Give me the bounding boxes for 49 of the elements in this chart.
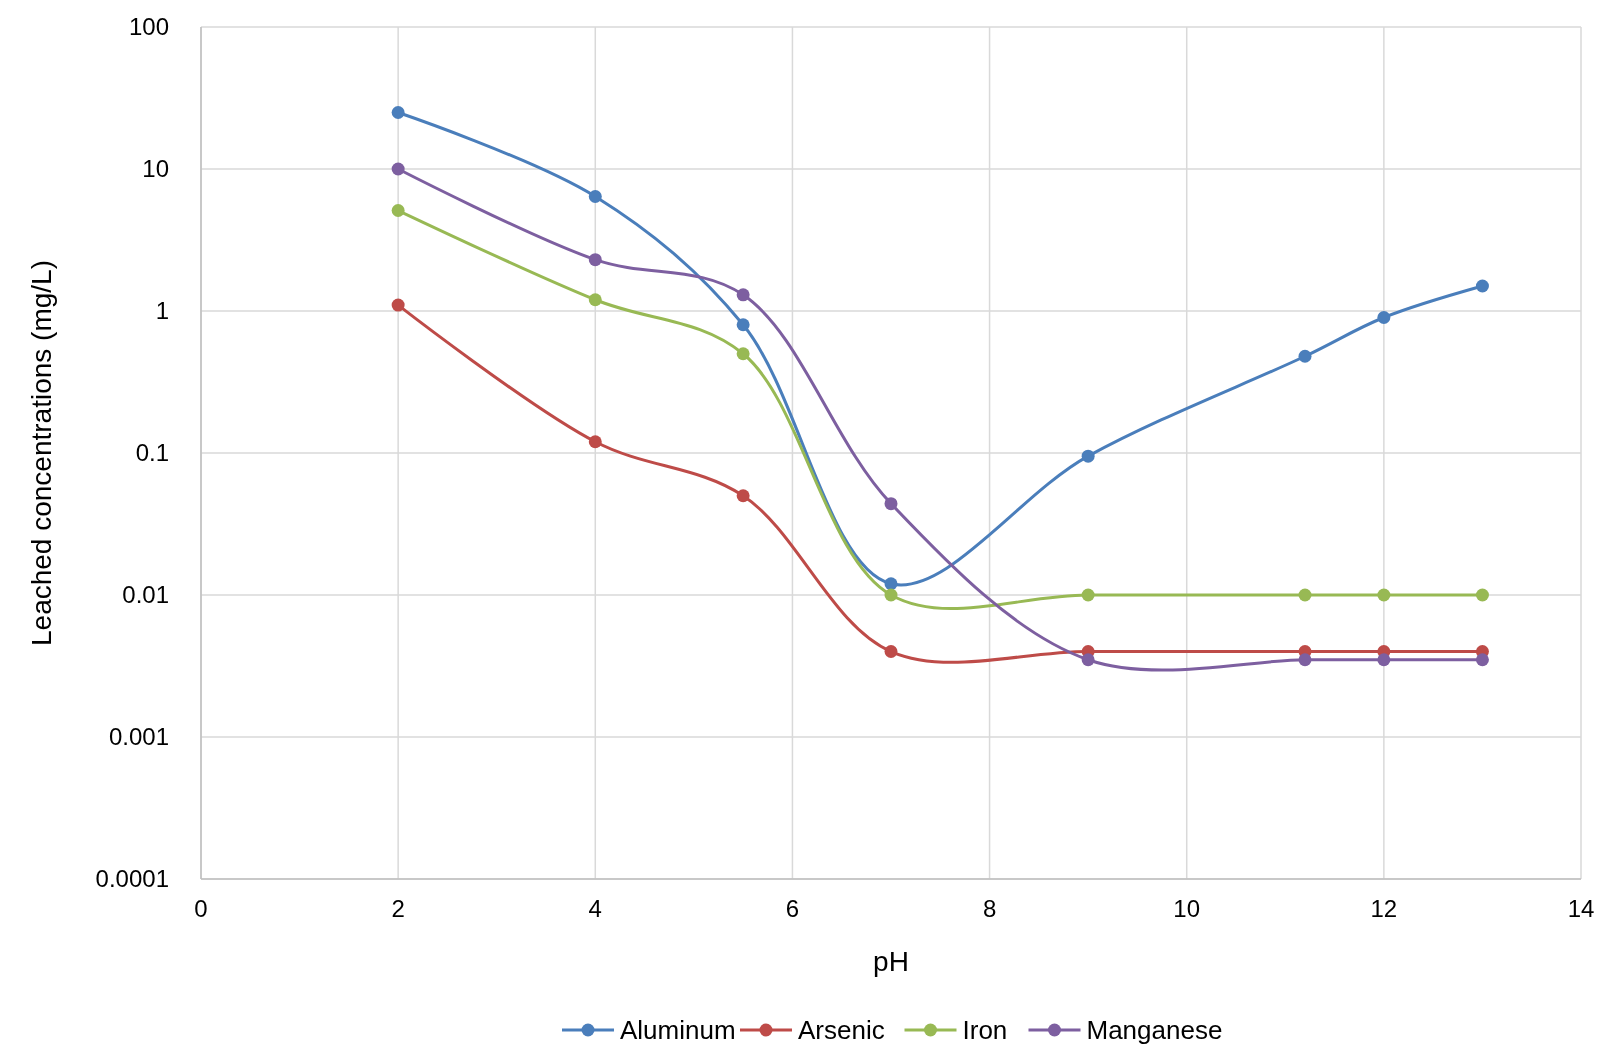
point bbox=[391, 298, 405, 312]
point bbox=[884, 497, 898, 511]
x-tick-label: 10 bbox=[1173, 895, 1201, 922]
point bbox=[736, 347, 750, 361]
x-tick-label: 4 bbox=[588, 895, 602, 922]
x-tick-label: 0 bbox=[194, 895, 208, 922]
x-tick-label: 6 bbox=[785, 895, 800, 922]
point bbox=[1377, 311, 1391, 324]
legend-label: Manganese bbox=[1086, 1015, 1223, 1045]
y-axis-title: Leached concentrations (mg/L) bbox=[26, 260, 57, 646]
point bbox=[588, 190, 602, 204]
point bbox=[588, 435, 602, 449]
legend-label: Iron bbox=[962, 1015, 1008, 1045]
point bbox=[736, 288, 750, 302]
legend-label: Arsenic bbox=[798, 1015, 885, 1045]
y-tick-label: 0.0001 bbox=[95, 865, 169, 892]
x-axis-title: pH bbox=[873, 946, 909, 977]
point bbox=[736, 489, 750, 503]
point bbox=[1475, 279, 1489, 293]
point bbox=[391, 162, 405, 176]
legend-label: Aluminum bbox=[620, 1015, 736, 1045]
x-tick-label: 8 bbox=[982, 895, 997, 922]
point bbox=[1475, 588, 1489, 602]
point bbox=[1081, 588, 1095, 602]
y-tick-label: 1 bbox=[155, 297, 169, 324]
y-tick-label: 0.01 bbox=[122, 581, 169, 608]
point bbox=[1081, 449, 1095, 463]
point bbox=[588, 293, 602, 307]
point bbox=[884, 645, 898, 659]
x-tick-label: 2 bbox=[391, 895, 405, 922]
x-tick-label: 14 bbox=[1567, 895, 1595, 922]
point bbox=[1298, 349, 1312, 363]
y-tick-label: 0.1 bbox=[135, 439, 169, 466]
point bbox=[736, 318, 750, 332]
point bbox=[1298, 588, 1312, 602]
point bbox=[884, 577, 898, 591]
x-tick-label: 12 bbox=[1370, 895, 1398, 922]
y-tick-label: 10 bbox=[142, 155, 169, 182]
point bbox=[884, 588, 898, 602]
y-tick-label: 0.001 bbox=[108, 723, 169, 750]
point bbox=[1081, 653, 1095, 667]
point bbox=[1298, 653, 1312, 667]
point bbox=[1377, 588, 1391, 602]
point bbox=[1377, 653, 1391, 667]
point bbox=[391, 105, 405, 119]
point bbox=[391, 204, 405, 218]
y-tick-label: 100 bbox=[128, 13, 169, 40]
point bbox=[588, 253, 602, 267]
point bbox=[1475, 653, 1489, 667]
